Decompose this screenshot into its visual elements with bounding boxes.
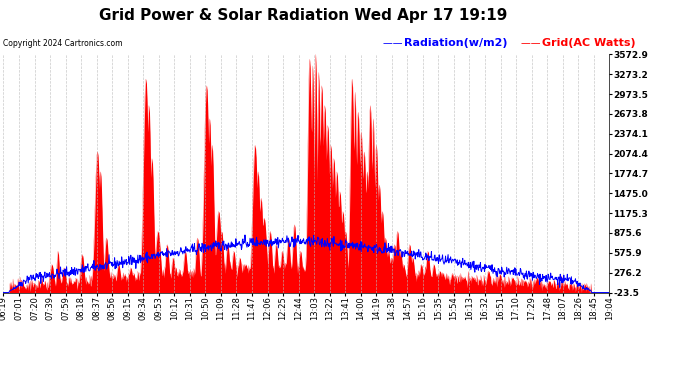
Text: Grid Power & Solar Radiation Wed Apr 17 19:19: Grid Power & Solar Radiation Wed Apr 17 … bbox=[99, 8, 508, 23]
Text: Radiation(w/m2): Radiation(w/m2) bbox=[404, 38, 507, 48]
Text: ——: —— bbox=[383, 38, 406, 48]
Text: Copyright 2024 Cartronics.com: Copyright 2024 Cartronics.com bbox=[3, 39, 123, 48]
Text: ——: —— bbox=[521, 38, 544, 48]
Text: Grid(AC Watts): Grid(AC Watts) bbox=[542, 38, 635, 48]
